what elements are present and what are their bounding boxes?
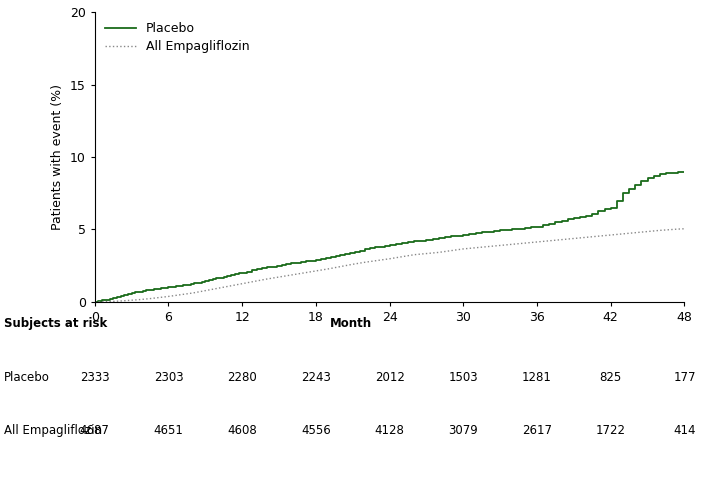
Text: 1281: 1281 <box>522 371 552 384</box>
Text: All Empagliflozin: All Empagliflozin <box>4 425 102 437</box>
Text: Month: Month <box>330 318 372 330</box>
All Empagliflozin <box>109 299 117 304</box>
All Empagliflozin <box>91 299 99 305</box>
Text: 3079: 3079 <box>449 425 478 437</box>
Placebo <box>484 228 492 234</box>
All Empagliflozin <box>680 226 689 232</box>
Legend: Placebo, All Empagliflozin: Placebo, All Empagliflozin <box>101 19 253 57</box>
Text: 414: 414 <box>673 425 696 437</box>
Placebo <box>680 169 689 175</box>
Text: 2012: 2012 <box>375 371 404 384</box>
Text: 4608: 4608 <box>227 425 257 437</box>
Text: 2303: 2303 <box>154 371 183 384</box>
Text: 4556: 4556 <box>301 425 331 437</box>
Text: 4651: 4651 <box>154 425 183 437</box>
Line: All Empagliflozin: All Empagliflozin <box>95 229 684 302</box>
Text: 2333: 2333 <box>80 371 110 384</box>
Placebo <box>576 214 584 220</box>
Placebo <box>91 299 99 305</box>
Text: 4687: 4687 <box>80 425 110 437</box>
Line: Placebo: Placebo <box>95 172 684 302</box>
All Empagliflozin <box>428 250 437 256</box>
Placebo <box>380 243 389 249</box>
Text: Placebo: Placebo <box>4 371 49 384</box>
Text: 177: 177 <box>673 371 696 384</box>
Text: 2243: 2243 <box>301 371 331 384</box>
Y-axis label: Patients with event (%): Patients with event (%) <box>51 84 65 230</box>
Placebo <box>539 222 548 228</box>
All Empagliflozin <box>545 238 553 244</box>
Placebo <box>227 272 235 278</box>
Text: 825: 825 <box>600 371 622 384</box>
Placebo <box>179 282 187 288</box>
All Empagliflozin <box>133 297 142 303</box>
Text: 2617: 2617 <box>522 425 552 437</box>
Text: 1503: 1503 <box>449 371 478 384</box>
Text: Subjects at risk: Subjects at risk <box>4 318 107 330</box>
All Empagliflozin <box>244 280 253 285</box>
Text: 1722: 1722 <box>596 425 625 437</box>
Text: 4128: 4128 <box>375 425 404 437</box>
Text: 2280: 2280 <box>227 371 257 384</box>
All Empagliflozin <box>385 256 394 262</box>
